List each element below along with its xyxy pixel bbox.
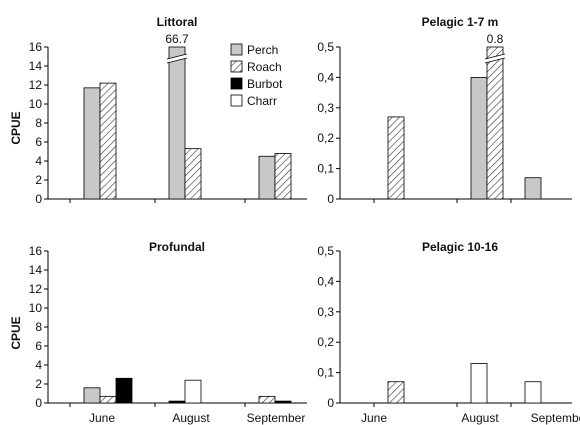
y-tick-label: 0,1 <box>317 366 334 380</box>
y-tick-label: 0,2 <box>317 335 334 349</box>
axis-break-line <box>484 57 506 64</box>
y-tick-label: 10 <box>29 97 43 111</box>
y-tick-label: 4 <box>35 358 42 372</box>
bar-perch-group-3 <box>258 155 276 200</box>
x-tick-label: September <box>531 411 580 425</box>
data-label: 66.7 <box>165 32 189 46</box>
y-tick-label: 0 <box>35 396 42 410</box>
bar-charr-september <box>524 381 542 404</box>
legend-label-perch: Perch <box>247 43 278 57</box>
axis-break-line <box>484 53 506 60</box>
legend-label-burbot: Burbot <box>247 77 283 91</box>
bar-roach-june <box>387 381 405 404</box>
y-tick-label: 2 <box>35 173 42 187</box>
bar-roach-june <box>99 395 117 404</box>
x-tick-label: June <box>89 411 115 425</box>
y-tick-label: 16 <box>29 244 43 258</box>
legend-label-roach: Roach <box>247 60 282 74</box>
y-tick-label: 8 <box>35 116 42 130</box>
bar-perch-june <box>83 387 101 404</box>
legend-label-charr: Charr <box>247 94 277 108</box>
y-tick-label: 6 <box>35 135 42 149</box>
bar-perch-group-2 <box>470 77 488 200</box>
y-axis-label: CPUE <box>9 316 23 349</box>
y-tick-label: 0 <box>35 192 42 206</box>
bar-roach-september <box>258 395 276 404</box>
bar-perch-group-1 <box>83 87 101 200</box>
y-tick-label: 6 <box>35 339 42 353</box>
y-tick-label: 8 <box>35 320 42 334</box>
bar-roach-group-1 <box>99 82 117 200</box>
bar-charr-august <box>184 379 202 404</box>
bar-roach-group-2 <box>184 148 202 200</box>
y-tick-label: 0,3 <box>317 305 334 319</box>
y-tick-label: 12 <box>29 78 43 92</box>
legend-swatch-roach <box>230 60 243 73</box>
panel-profundal: Profundal CPUE 0 2 4 6 8 10 12 14 16 June August Sept… <box>9 240 307 425</box>
y-tick-label: 10 <box>29 301 43 315</box>
legend-swatch-burbot <box>230 77 243 90</box>
y-tick-label: 16 <box>29 40 43 54</box>
x-tick-label: September <box>247 411 306 425</box>
axis-break-mark <box>485 54 505 63</box>
axis-break-mark <box>167 54 187 63</box>
legend-swatch-perch <box>230 43 243 56</box>
x-tick-label: August <box>461 411 499 425</box>
panel-title: Pelagic 1-7 m <box>422 15 499 29</box>
y-axis-label: CPUE <box>9 111 23 144</box>
panels: Littoral CPUE 0 2 4 6 8 10 12 14 16 66.7 Pelagic 1-7… <box>9 15 580 425</box>
y-tick-label: 12 <box>29 282 43 296</box>
panel-pelagic-10-16: Pelagic 10-16 0 0,1 0,2 0,3 0,4 0,5 June August S… <box>317 240 580 425</box>
bar-charr-august <box>470 363 488 404</box>
bar-roach-group-2 <box>486 46 504 200</box>
panel-title: Littoral <box>157 15 198 29</box>
bar-perch-group-2 <box>168 46 186 200</box>
axis-break-line <box>166 57 188 64</box>
x-tick-label: August <box>172 411 210 425</box>
y-tick-label: 0,4 <box>317 274 334 288</box>
legend: Perch Roach Burbot Charr <box>230 43 283 108</box>
y-tick-label: 4 <box>35 154 42 168</box>
panel-title: Profundal <box>149 240 205 254</box>
bar-burbot-august <box>168 400 186 404</box>
panel-littoral: Littoral CPUE 0 2 4 6 8 10 12 14 16 66.7 <box>9 15 307 206</box>
x-tick-label: June <box>361 411 387 425</box>
bar-roach-group-1 <box>387 116 405 200</box>
y-tick-label: 0,1 <box>317 162 334 176</box>
y-tick-label: 0 <box>327 192 334 206</box>
bar-burbot-june <box>115 377 133 404</box>
y-tick-label: 0,4 <box>317 70 334 84</box>
bar-burbot-september <box>274 400 292 404</box>
y-tick-label: 0,2 <box>317 131 334 145</box>
y-tick-label: 0 <box>327 396 334 410</box>
y-tick-label: 2 <box>35 377 42 391</box>
y-tick-label: 14 <box>29 263 43 277</box>
axis-break-line <box>166 53 188 60</box>
y-tick-label: 14 <box>29 59 43 73</box>
y-tick-label: 0,5 <box>317 40 334 54</box>
panel-pelagic-1-7-m: Pelagic 1-7 m 0 0,1 0,2 0,3 0,4 0,5 0.8 <box>317 15 572 206</box>
bar-roach-group-3 <box>274 152 292 200</box>
bar-perch-group-3 <box>524 177 542 200</box>
data-label: 0.8 <box>487 32 504 46</box>
panel-title: Pelagic 10-16 <box>422 240 498 254</box>
y-tick-label: 0,5 <box>317 244 334 258</box>
legend-swatch-charr <box>230 94 243 107</box>
y-tick-label: 0,3 <box>317 101 334 115</box>
